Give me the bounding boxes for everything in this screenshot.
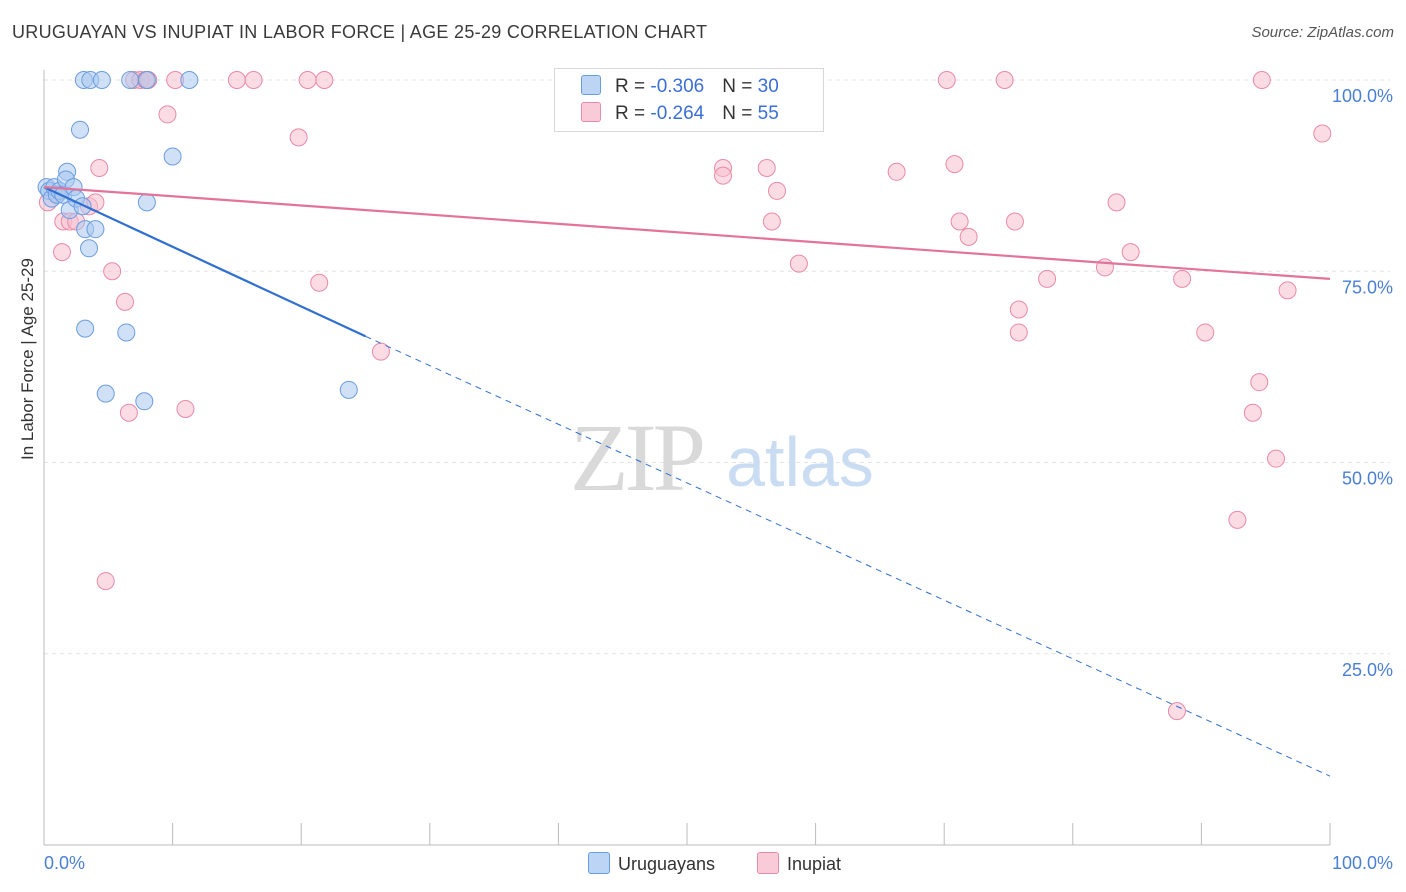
inupiat-point	[1243, 403, 1262, 422]
uruguayans-trendline	[43, 186, 366, 338]
inupiat-point	[1107, 193, 1126, 212]
inupiat-point	[768, 181, 787, 200]
uruguayans-point	[135, 392, 154, 411]
r-value: -0.264	[650, 103, 705, 124]
uruguayans-point	[339, 380, 358, 399]
r-label: R =	[615, 76, 651, 97]
watermark-zip: ZIP	[570, 404, 703, 511]
uruguayans-swatch	[581, 75, 601, 95]
uruguayans-point	[137, 71, 156, 89]
uruguayans-swatch	[588, 852, 610, 874]
x-tick-label: 100.0%	[1332, 853, 1393, 873]
watermark-atlas: atlas	[726, 423, 874, 501]
inupiat-point	[53, 243, 72, 262]
inupiat-point	[116, 292, 135, 311]
inupiat-point	[945, 155, 964, 174]
uruguayans-point	[180, 71, 199, 89]
x-tick-label: 0.0%	[44, 853, 85, 873]
inupiat-point	[227, 71, 246, 89]
y-axis-label: In Labor Force | Age 25-29	[18, 258, 37, 460]
y-tick-label: 25.0%	[1342, 660, 1393, 680]
r-value: -0.306	[650, 76, 705, 97]
inupiat-point	[1009, 300, 1028, 319]
n-label: N =	[722, 76, 758, 97]
uruguayans-point	[117, 323, 136, 342]
inupiat-point	[289, 128, 308, 147]
uruguayans-point	[121, 71, 140, 89]
legend-label: Inupiat	[787, 854, 842, 874]
uruguayans-point	[73, 197, 92, 216]
bottom-legend-uruguayans: Uruguayans	[588, 852, 715, 875]
n-value: 30	[757, 76, 779, 97]
inupiat-point	[158, 105, 177, 124]
inupiat-point	[1038, 269, 1057, 288]
inupiat-point	[887, 162, 906, 181]
inupiat-point	[1252, 71, 1271, 89]
inupiat-point	[1196, 323, 1215, 342]
inupiat-point	[1167, 702, 1186, 721]
inupiat-point	[762, 212, 781, 231]
inupiat-point	[995, 71, 1014, 89]
uruguayans-point	[96, 384, 115, 403]
inupiat-point	[244, 71, 263, 89]
inupiat-point	[1173, 269, 1192, 288]
inupiat-point	[119, 403, 138, 422]
inupiat-point	[90, 158, 109, 177]
inupiat-point	[315, 71, 334, 89]
legend-row-uruguayans: R = -0.306 N = 30	[581, 75, 779, 99]
y-tick-label: 100.0%	[1332, 86, 1393, 106]
inupiat-point	[1228, 510, 1247, 529]
uruguayans-point	[137, 193, 156, 212]
inupiat-point	[959, 227, 978, 246]
inupiat-point	[310, 273, 329, 292]
uruguayans-point	[92, 71, 111, 89]
inupiat-point	[1009, 323, 1028, 342]
uruguayans-point	[76, 319, 95, 338]
inupiat-point	[298, 71, 317, 89]
inupiat-point	[176, 399, 195, 418]
inupiat-point	[96, 572, 115, 591]
inupiat-point	[1005, 212, 1024, 231]
n-value: 55	[757, 103, 779, 124]
source-credit: Source: ZipAtlas.com	[1251, 24, 1394, 41]
inupiat-point	[714, 166, 733, 185]
inupiat-point	[950, 212, 969, 231]
inupiat-point	[103, 262, 122, 281]
bottom-legend-inupiat: Inupiat	[757, 852, 841, 875]
legend-label: Uruguayans	[618, 854, 716, 874]
uruguayans-point	[80, 239, 99, 258]
inupiat-point	[1266, 449, 1285, 468]
inupiat-point	[937, 71, 956, 89]
inupiat-point	[789, 254, 808, 273]
inupiat-point	[1121, 243, 1140, 262]
chart-title: URUGUAYAN VS INUPIAT IN LABOR FORCE | AG…	[12, 22, 708, 42]
inupiat-swatch	[581, 102, 601, 122]
inupiat-point	[757, 158, 776, 177]
correlation-legend: R = -0.306 N = 30 R = -0.264 N = 55	[554, 68, 824, 132]
inupiat-trendline	[43, 186, 1331, 280]
uruguayans-point	[71, 120, 90, 139]
inupiat-swatch	[757, 852, 779, 874]
inupiat-point	[1278, 281, 1297, 300]
uruguayans-point	[86, 220, 105, 239]
uruguayans-point	[163, 147, 182, 166]
y-tick-label: 50.0%	[1342, 469, 1393, 489]
n-label: N =	[722, 103, 758, 124]
y-tick-label: 75.0%	[1342, 277, 1393, 297]
uruguayans-trendline-extension	[365, 335, 1331, 777]
inupiat-point	[1313, 124, 1332, 143]
inupiat-point	[1250, 373, 1269, 392]
r-label: R =	[615, 103, 651, 124]
legend-row-inupiat: R = -0.264 N = 55	[581, 102, 779, 126]
